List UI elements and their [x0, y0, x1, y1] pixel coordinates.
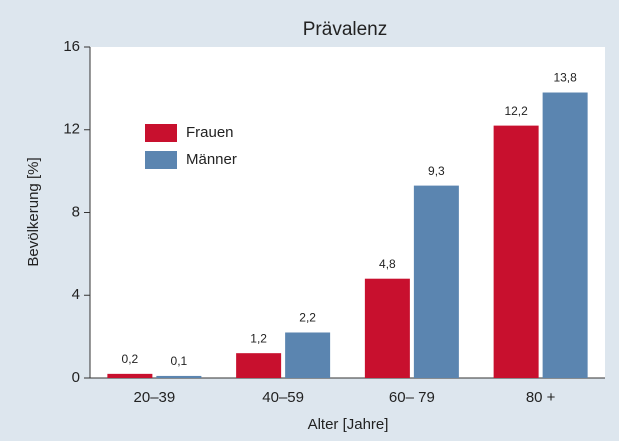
y-tick-label: 4: [72, 286, 80, 303]
x-tick-label: 20–39: [134, 389, 176, 406]
y-tick-label: 8: [72, 203, 80, 220]
y-tick-label: 16: [63, 38, 80, 55]
value-label: 9,3: [428, 164, 445, 178]
value-label: 13,8: [553, 71, 577, 85]
bar: [236, 353, 282, 378]
legend-swatch: [145, 151, 177, 169]
y-axis-label: Bevölkerung [%]: [25, 157, 42, 266]
x-axis-label: Alter [Jahre]: [308, 416, 389, 433]
bar: [413, 185, 459, 378]
bar: [364, 278, 410, 378]
y-tick-label: 12: [63, 121, 80, 138]
bar: [493, 125, 539, 378]
x-tick-label: 60– 79: [389, 389, 435, 406]
bar: [285, 332, 331, 378]
legend-label: Männer: [186, 151, 237, 168]
value-label: 2,2: [299, 311, 316, 325]
bar: [156, 375, 202, 378]
value-label: 0,2: [122, 352, 139, 366]
chart-title: Prävalenz: [303, 19, 388, 40]
x-tick-label: 80 +: [526, 389, 556, 406]
y-tick-label: 0: [72, 369, 80, 386]
value-label: 4,8: [379, 257, 396, 271]
value-label: 12,2: [504, 104, 528, 118]
value-label: 0,1: [171, 354, 188, 368]
x-tick-label: 40–59: [262, 389, 304, 406]
legend-swatch: [145, 124, 177, 142]
bar: [542, 92, 588, 378]
value-label: 1,2: [250, 331, 267, 345]
bar: [107, 373, 153, 378]
legend-label: Frauen: [186, 124, 234, 141]
